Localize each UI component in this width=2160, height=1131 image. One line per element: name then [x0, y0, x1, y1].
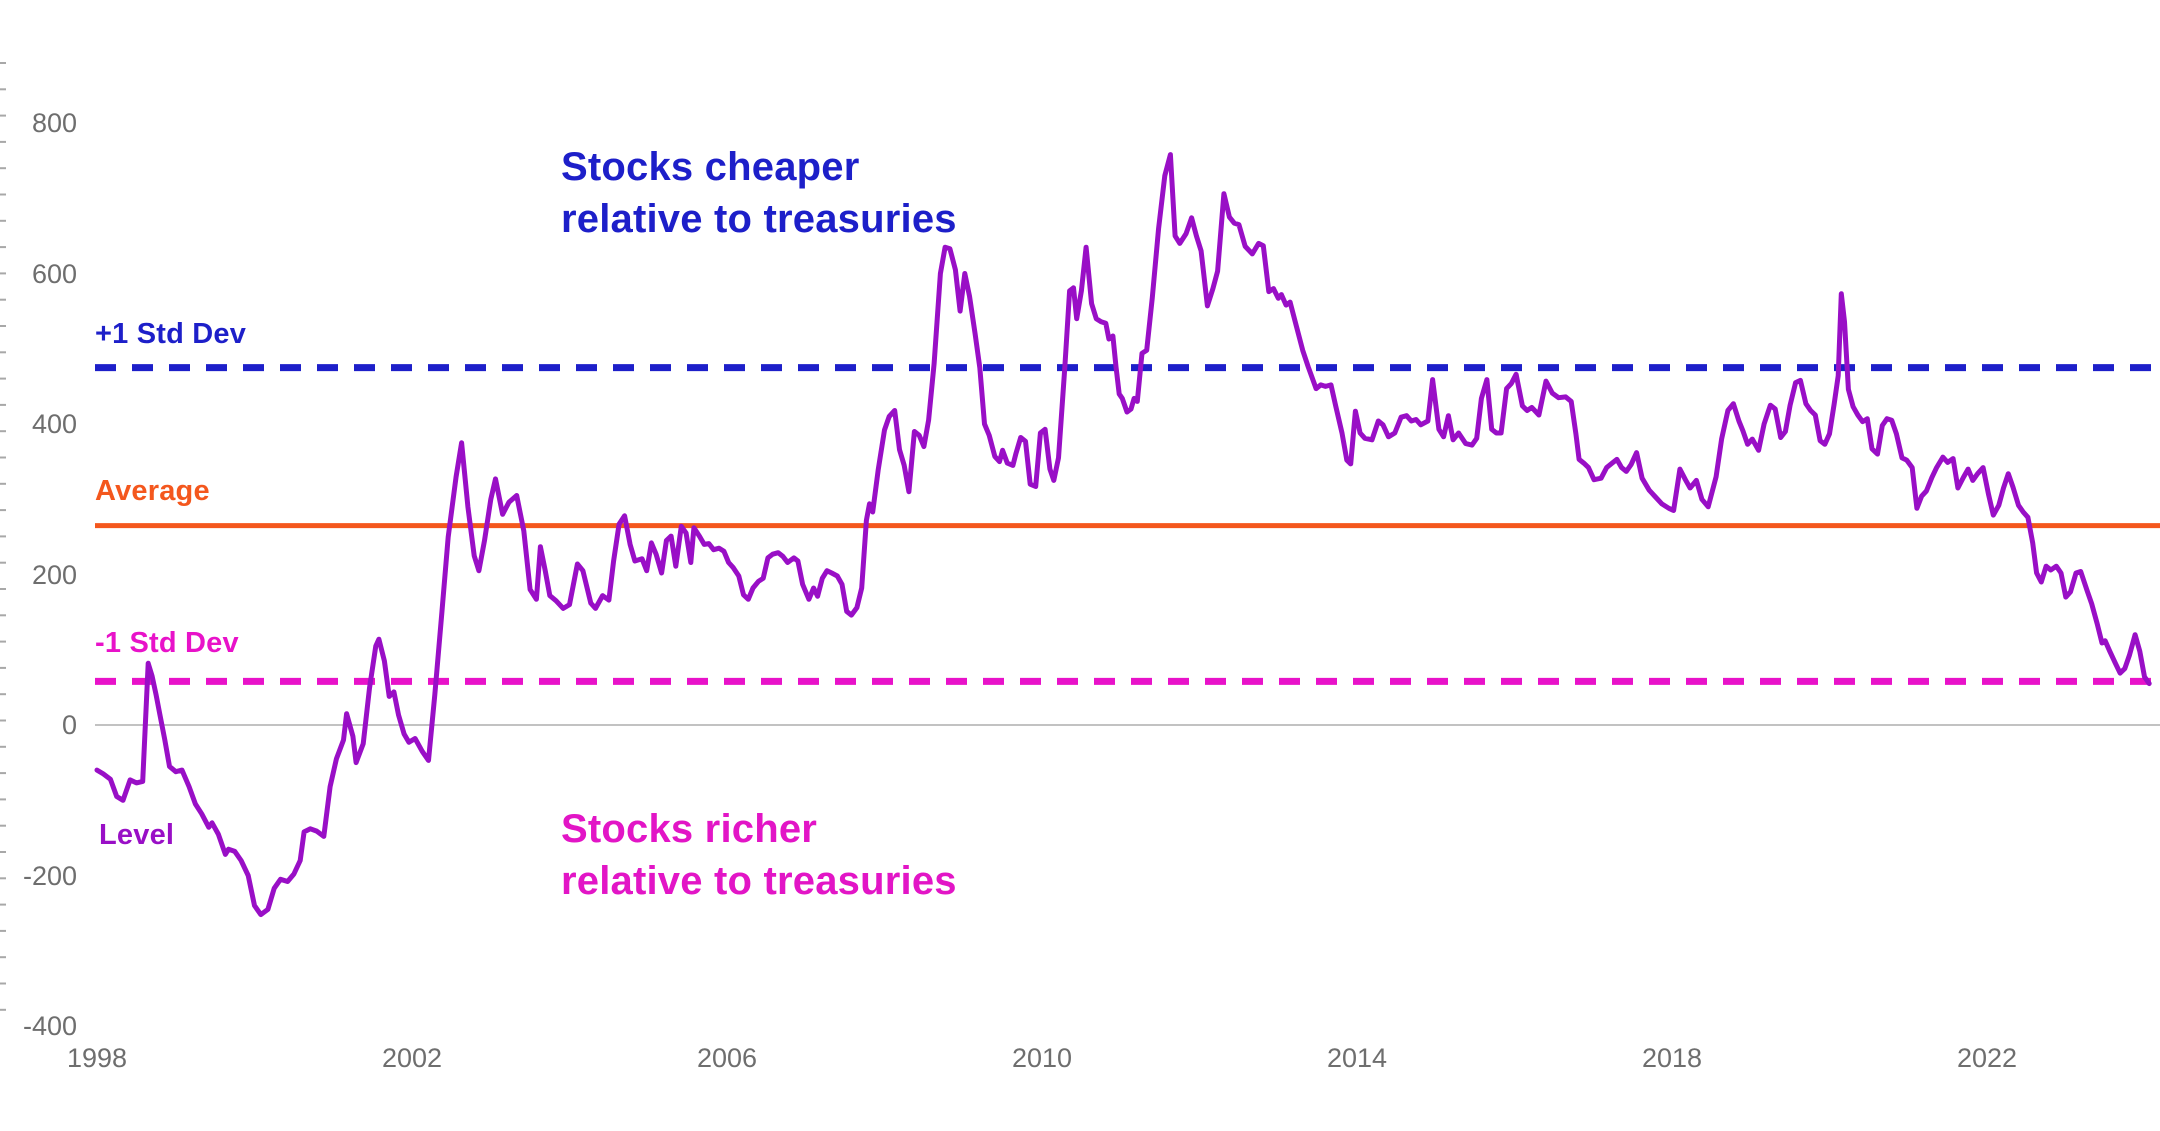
x-axis-tick-label: 2022 [1956, 1043, 2018, 1073]
stocks-cheaper-annotation: Stocks cheaper relative to treasuries [561, 141, 957, 245]
x-axis-tick-label: 1998 [66, 1043, 128, 1073]
y-axis-minor-tick [0, 430, 6, 433]
y-axis-minor-tick [0, 377, 6, 380]
y-axis-minor-tick [0, 193, 6, 196]
y-axis-minor-tick [0, 535, 6, 538]
y-axis-minor-tick [0, 482, 6, 485]
stocks-cheaper-annotation-line1: Stocks cheaper [561, 145, 860, 189]
minus-1-std-dev-label: -1 Std Dev [95, 627, 239, 659]
y-axis-tick-label: 800 [31, 108, 77, 138]
x-axis-tick-label: 2018 [1641, 1043, 1703, 1073]
y-axis-minor-tick [0, 325, 6, 327]
y-axis-tick-label: 200 [31, 559, 77, 590]
y-axis-minor-tick [0, 693, 6, 696]
y-axis-minor-tick [0, 614, 6, 617]
plus-1-std-dev-label: +1 Std Dev [95, 318, 247, 350]
y-axis-minor-tick [0, 877, 6, 880]
y-axis-tick-label: 0 [61, 710, 77, 740]
y-axis-minor-tick [0, 246, 6, 249]
y-axis-tick-label: -200 [22, 860, 77, 891]
y-axis-minor-tick [0, 219, 6, 222]
y-axis-tick-label: 600 [31, 258, 77, 289]
x-axis-tick-label: 2006 [696, 1043, 758, 1073]
y-axis-minor-tick [0, 824, 6, 827]
y-axis-minor-tick [0, 509, 6, 512]
stocks-richer-annotation-line2: relative to treasuries [561, 859, 957, 903]
y-axis-minor-tick [0, 456, 6, 459]
y-axis-minor-tick [0, 298, 6, 301]
x-axis-tick-label: 2010 [1011, 1043, 1073, 1073]
y-axis-minor-tick [0, 351, 6, 354]
y-axis-minor-tick [0, 666, 6, 669]
stocks-richer-annotation-line1: Stocks richer [561, 807, 818, 851]
stocks-richer-annotation: Stocks richer relative to treasuries [561, 803, 957, 907]
y-axis-minor-tick [0, 982, 6, 985]
y-axis-minor-tick [0, 745, 6, 748]
average-label: Average [95, 475, 210, 507]
y-axis-minor-tick [0, 851, 6, 853]
y-axis-minor-tick [0, 272, 6, 275]
x-axis-tick-label: 2002 [381, 1043, 443, 1073]
y-axis-minor-tick [0, 798, 6, 801]
y-axis-minor-tick [0, 772, 6, 775]
y-axis-minor-tick [0, 140, 6, 143]
y-axis-minor-tick [0, 1008, 6, 1011]
y-axis-minor-tick [0, 561, 6, 564]
y-axis-minor-tick [0, 719, 6, 722]
y-axis-minor-tick [0, 62, 6, 64]
y-axis-minor-tick [0, 88, 6, 91]
x-axis-tick-label: 2014 [1326, 1043, 1388, 1073]
y-axis-minor-tick [0, 167, 6, 170]
stocks-cheaper-annotation-line2: relative to treasuries [561, 197, 957, 241]
y-axis-minor-tick [0, 640, 6, 643]
y-axis-tick-label: 400 [31, 409, 77, 439]
y-axis-minor-tick [0, 956, 6, 959]
y-axis-minor-tick [0, 929, 6, 932]
level-series-line [94, 152, 2152, 918]
y-axis-minor-tick [0, 114, 6, 117]
y-axis-minor-tick [0, 403, 6, 406]
y-axis-minor-tick [0, 588, 6, 590]
y-axis-tick-label: -400 [22, 1011, 77, 1041]
level-series-label: Level [99, 819, 175, 851]
y-axis-minor-tick [0, 903, 6, 906]
